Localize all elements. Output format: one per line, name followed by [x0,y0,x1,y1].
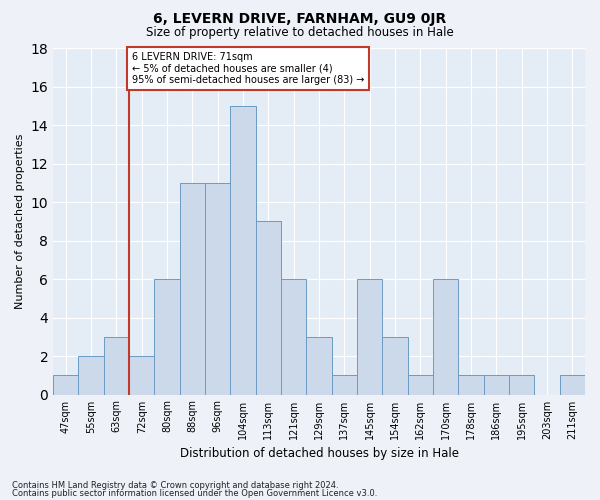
Text: Size of property relative to detached houses in Hale: Size of property relative to detached ho… [146,26,454,39]
Bar [458,376,484,394]
Y-axis label: Number of detached properties: Number of detached properties [15,134,25,309]
Bar [230,106,256,395]
Bar [509,376,535,394]
Text: 6 LEVERN DRIVE: 71sqm
← 5% of detached houses are smaller (4)
95% of semi-detach: 6 LEVERN DRIVE: 71sqm ← 5% of detached h… [131,52,364,85]
Bar [53,376,79,394]
Bar [79,356,104,395]
X-axis label: Distribution of detached houses by size in Hale: Distribution of detached houses by size … [179,447,458,460]
Bar [129,356,154,395]
Bar [205,183,230,394]
Text: Contains HM Land Registry data © Crown copyright and database right 2024.: Contains HM Land Registry data © Crown c… [12,480,338,490]
Bar [560,376,585,394]
Bar [357,279,382,394]
Text: 6, LEVERN DRIVE, FARNHAM, GU9 0JR: 6, LEVERN DRIVE, FARNHAM, GU9 0JR [154,12,446,26]
Bar [382,337,408,394]
Bar [433,279,458,394]
Bar [154,279,180,394]
Bar [307,337,332,394]
Bar [332,376,357,394]
Bar [180,183,205,394]
Bar [408,376,433,394]
Bar [281,279,307,394]
Bar [104,337,129,394]
Text: Contains public sector information licensed under the Open Government Licence v3: Contains public sector information licen… [12,489,377,498]
Bar [256,222,281,394]
Bar [484,376,509,394]
